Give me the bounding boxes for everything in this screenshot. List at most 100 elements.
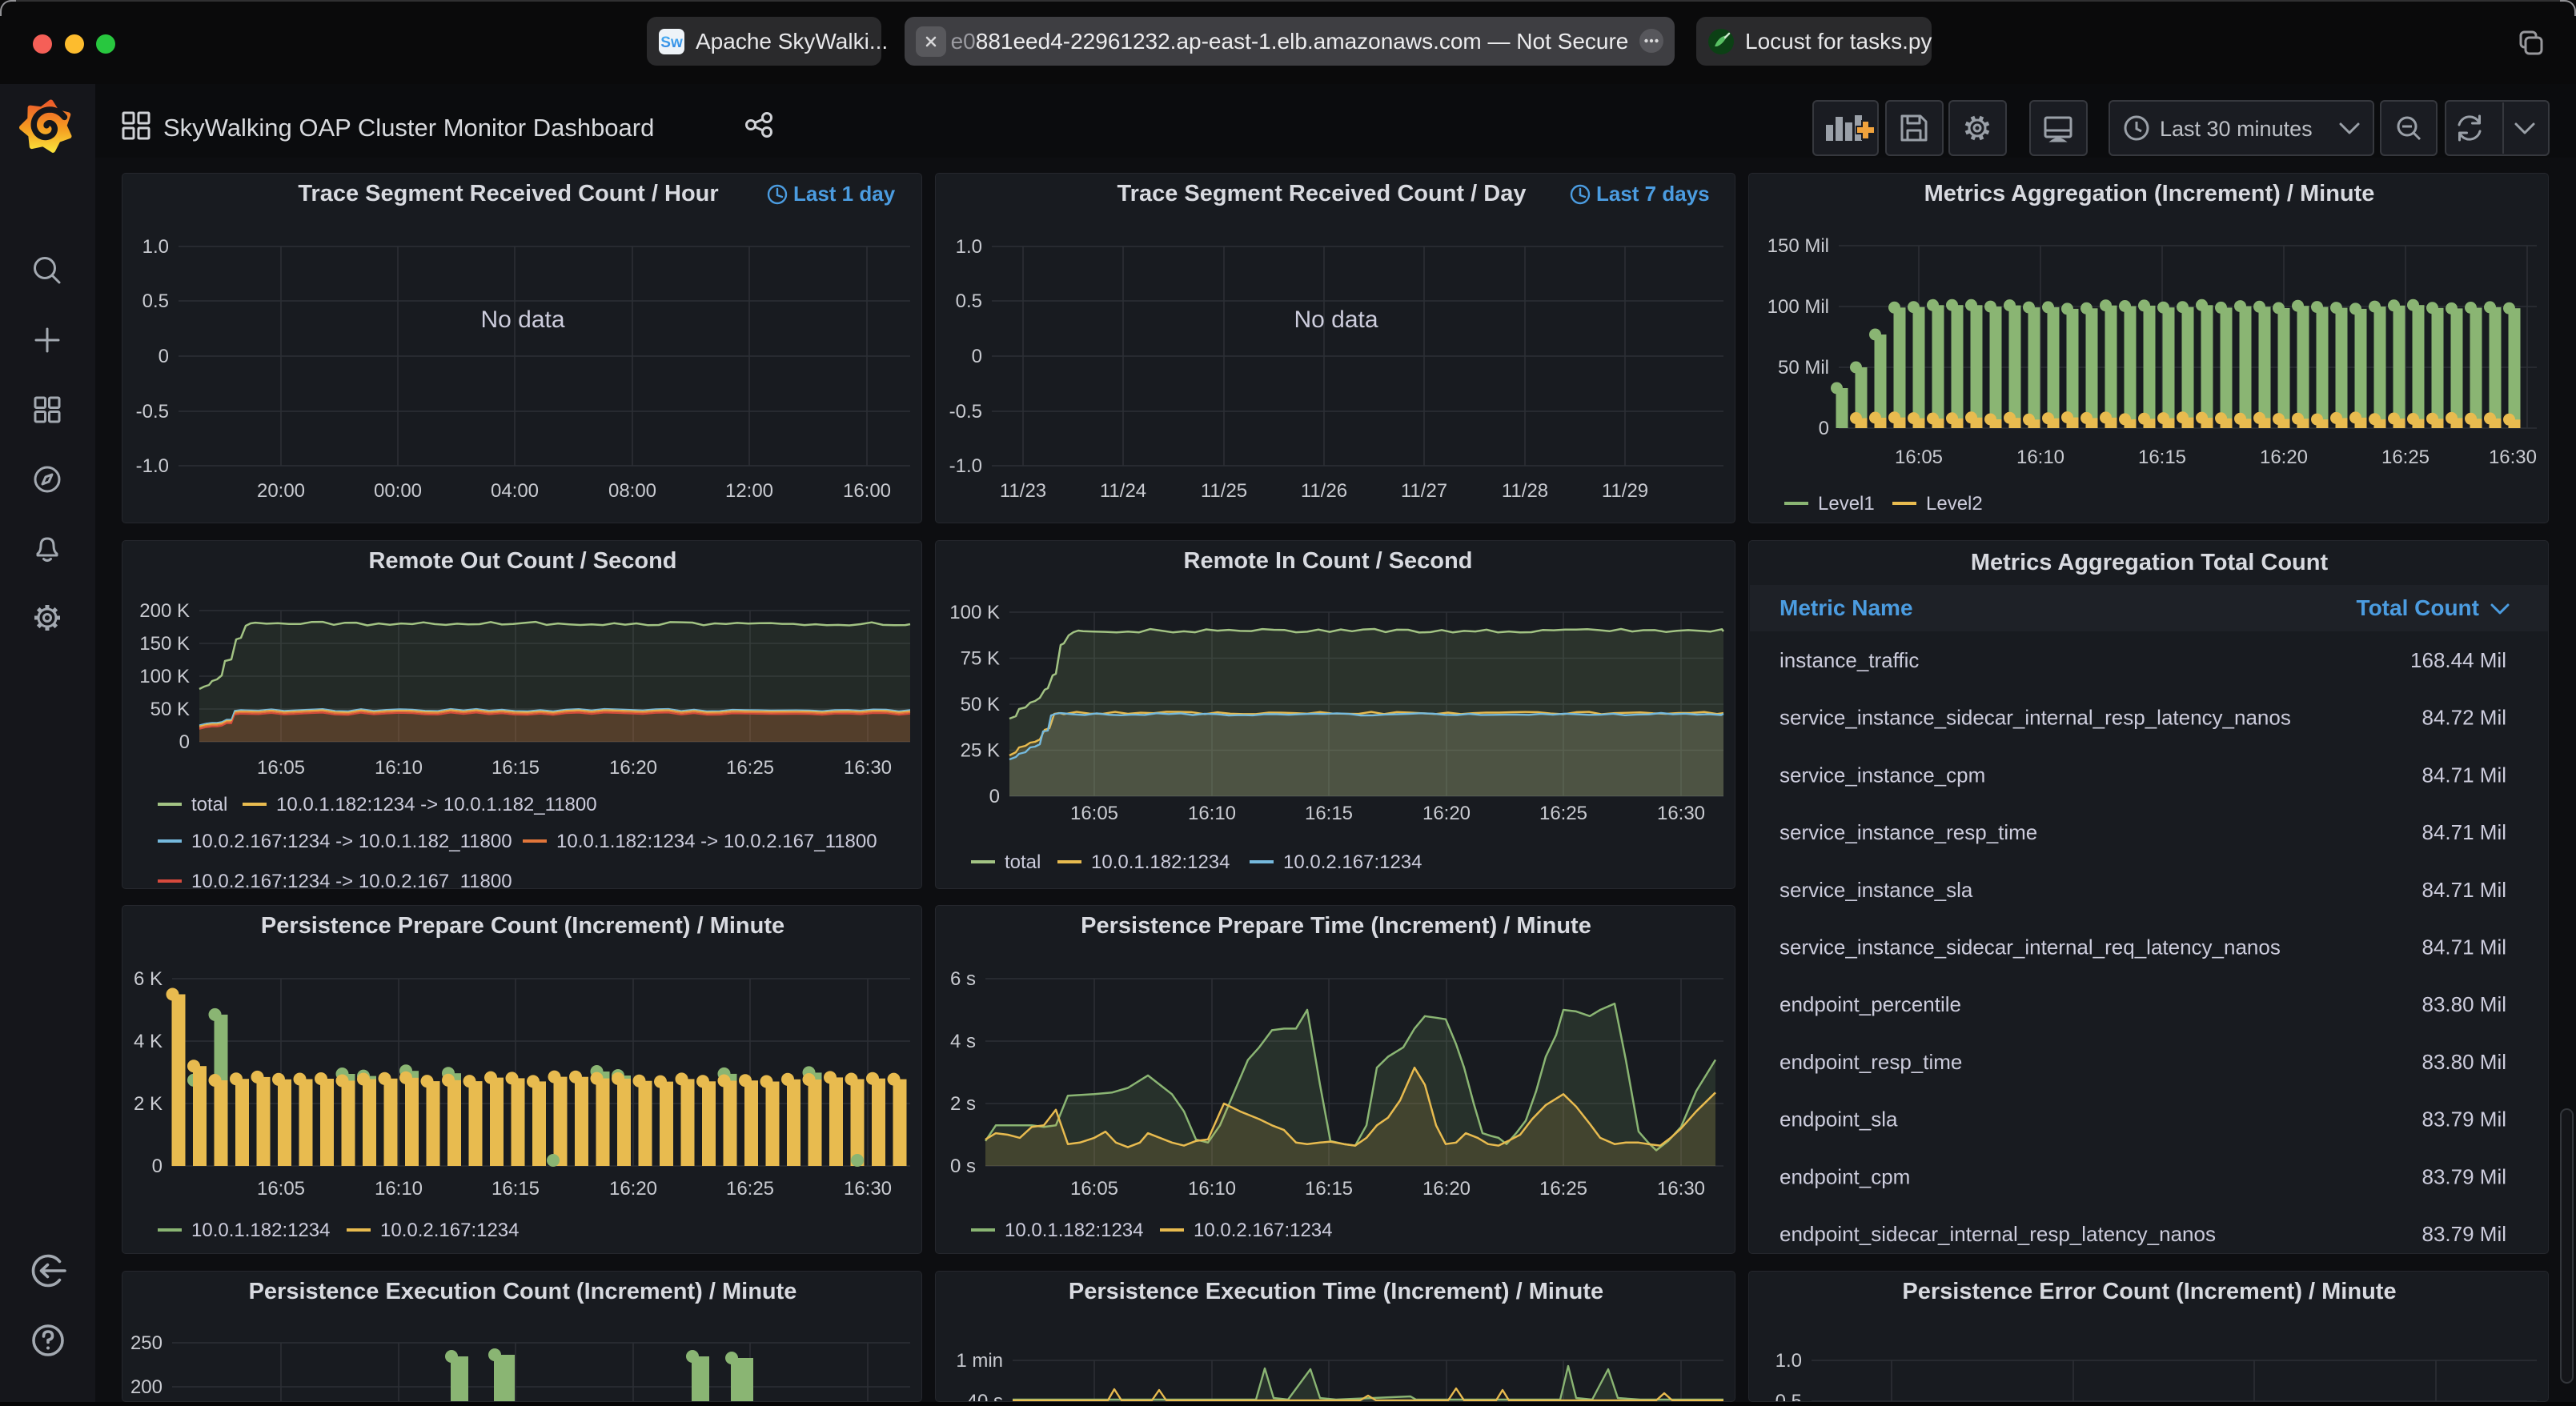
- svg-text:0.5: 0.5: [956, 290, 982, 312]
- svg-text:1.0: 1.0: [142, 236, 169, 258]
- svg-text:10.0.1.182:1234 -> 10.0.1.182_: 10.0.1.182:1234 -> 10.0.1.182_11800: [276, 794, 597, 815]
- svg-text:16:15: 16:15: [492, 1178, 540, 1200]
- svg-text:16:25: 16:25: [2381, 447, 2430, 468]
- svg-text:16:05: 16:05: [1070, 803, 1118, 824]
- svg-text:service_instance_sidecar_inter: service_instance_sidecar_internal_resp_l…: [1780, 706, 2291, 730]
- svg-text:50 K: 50 K: [150, 699, 190, 720]
- svg-text:10.0.1.182:1234 -> 10.0.2.167_: 10.0.1.182:1234 -> 10.0.2.167_11800: [556, 831, 877, 852]
- svg-text:08:00: 08:00: [608, 480, 656, 502]
- svg-text:168.44 Mil: 168.44 Mil: [2410, 648, 2506, 672]
- svg-text:16:05: 16:05: [257, 757, 305, 779]
- svg-text:84.71 Mil: 84.71 Mil: [2422, 820, 2507, 844]
- svg-text:10.0.2.167:1234: 10.0.2.167:1234: [380, 1220, 520, 1241]
- svg-text:12:00: 12:00: [725, 480, 773, 502]
- svg-text:50 Mil: 50 Mil: [1778, 357, 1829, 379]
- svg-text:Last 30 minutes: Last 30 minutes: [2160, 117, 2313, 141]
- svg-text:16:05: 16:05: [1070, 1178, 1118, 1200]
- svg-text:16:15: 16:15: [2138, 447, 2186, 468]
- svg-text:10.0.2.167:1234: 10.0.2.167:1234: [1283, 851, 1422, 873]
- svg-text:84.71 Mil: 84.71 Mil: [2422, 763, 2507, 787]
- svg-text:16:20: 16:20: [609, 1178, 657, 1200]
- svg-text:20:00: 20:00: [257, 480, 305, 502]
- svg-text:00:00: 00:00: [374, 480, 422, 502]
- svg-text:Remote Out Count / Second: Remote Out Count / Second: [368, 548, 676, 574]
- svg-text:Last 1 day: Last 1 day: [793, 182, 896, 206]
- svg-text:16:05: 16:05: [257, 1178, 305, 1200]
- svg-text:0: 0: [152, 1156, 163, 1177]
- svg-text:endpoint_sla: endpoint_sla: [1780, 1108, 1898, 1132]
- svg-text:Level1: Level1: [1818, 493, 1875, 515]
- svg-text:Persistence Execution Count (I: Persistence Execution Count (Increment) …: [249, 1279, 797, 1304]
- svg-text:service_instance_sidecar_inter: service_instance_sidecar_internal_req_la…: [1780, 935, 2281, 959]
- svg-text:10.0.1.182:1234: 10.0.1.182:1234: [1091, 851, 1230, 873]
- svg-text:Trace Segment Received Count /: Trace Segment Received Count / Day: [1117, 181, 1527, 206]
- svg-text:04:00: 04:00: [491, 480, 539, 502]
- svg-text:SkyWalking OAP Cluster Monitor: SkyWalking OAP Cluster Monitor Dashboard: [163, 114, 654, 142]
- svg-text:Last 7 days: Last 7 days: [1596, 182, 1710, 206]
- svg-text:service_instance_sla: service_instance_sla: [1780, 878, 1973, 902]
- svg-text:50 K: 50 K: [961, 694, 1000, 715]
- svg-text:Persistence Prepare Count (Inc: Persistence Prepare Count (Increment) / …: [261, 913, 784, 939]
- svg-text:Metric Name: Metric Name: [1780, 595, 1913, 620]
- svg-text:10.0.2.167:1234 -> 10.0.1.182_: 10.0.2.167:1234 -> 10.0.1.182_11800: [191, 831, 512, 852]
- svg-text:1.0: 1.0: [1776, 1350, 1802, 1372]
- svg-text:16:20: 16:20: [609, 757, 657, 779]
- svg-text:16:20: 16:20: [2260, 447, 2308, 468]
- svg-text:Persistence Error Count (Incre: Persistence Error Count (Increment) / Mi…: [1902, 1279, 2396, 1304]
- svg-text:-1.0: -1.0: [949, 455, 982, 477]
- svg-text:16:15: 16:15: [1305, 803, 1353, 824]
- svg-text:84.71 Mil: 84.71 Mil: [2422, 935, 2507, 959]
- svg-text:16:30: 16:30: [844, 1178, 892, 1200]
- svg-text:Sw: Sw: [660, 34, 683, 51]
- svg-text:endpoint_cpm: endpoint_cpm: [1780, 1164, 1910, 1188]
- svg-text:0.5: 0.5: [142, 290, 169, 312]
- svg-text:Level2: Level2: [1926, 493, 1983, 515]
- svg-text:Metrics Aggregation (Increment: Metrics Aggregation (Increment) / Minute: [1924, 181, 2375, 206]
- svg-text:16:30: 16:30: [1657, 1178, 1705, 1200]
- svg-text:11/28: 11/28: [1502, 480, 1548, 502]
- svg-text:11/23: 11/23: [1000, 480, 1046, 502]
- svg-text:total: total: [191, 794, 227, 815]
- svg-text:75 K: 75 K: [961, 648, 1000, 670]
- svg-text:0: 0: [179, 731, 190, 753]
- svg-text:Total Count: Total Count: [2357, 595, 2479, 620]
- svg-text:16:10: 16:10: [375, 757, 423, 779]
- svg-text:4 K: 4 K: [134, 1031, 163, 1052]
- svg-text:16:10: 16:10: [1188, 803, 1236, 824]
- svg-text:Metrics Aggregation Total Coun: Metrics Aggregation Total Count: [1971, 550, 2329, 575]
- svg-text:0: 0: [972, 346, 982, 367]
- svg-text:No data: No data: [480, 306, 564, 333]
- svg-text:25 K: 25 K: [961, 740, 1000, 762]
- svg-text:-0.5: -0.5: [136, 401, 169, 423]
- svg-text:instance_traffic: instance_traffic: [1780, 648, 1919, 672]
- svg-text:endpoint_sidecar_internal_resp: endpoint_sidecar_internal_resp_latency_n…: [1780, 1222, 2216, 1246]
- svg-text:Persistence Execution Time (In: Persistence Execution Time (Increment) /…: [1069, 1279, 1603, 1304]
- svg-text:100 Mil: 100 Mil: [1767, 296, 1829, 318]
- svg-text:16:25: 16:25: [726, 1178, 774, 1200]
- svg-text:83.80 Mil: 83.80 Mil: [2422, 992, 2507, 1016]
- svg-text:16:20: 16:20: [1422, 803, 1471, 824]
- svg-text:0: 0: [158, 346, 169, 367]
- svg-text:16:15: 16:15: [1305, 1178, 1353, 1200]
- svg-text:10.0.2.167:1234: 10.0.2.167:1234: [1194, 1220, 1333, 1241]
- svg-text:16:30: 16:30: [1657, 803, 1705, 824]
- svg-text:11/29: 11/29: [1602, 480, 1648, 502]
- svg-text:6 s: 6 s: [950, 968, 976, 990]
- svg-text:10.0.2.167:1234 -> 10.0.2.167_: 10.0.2.167:1234 -> 10.0.2.167_11800: [191, 871, 512, 889]
- svg-text:83.80 Mil: 83.80 Mil: [2422, 1050, 2507, 1074]
- svg-text:16:30: 16:30: [2489, 447, 2537, 468]
- svg-text:16:20: 16:20: [1422, 1178, 1471, 1200]
- svg-text:16:05: 16:05: [1895, 447, 1943, 468]
- svg-text:40 s: 40 s: [967, 1391, 1003, 1402]
- svg-text:0: 0: [989, 786, 1000, 807]
- svg-text:-0.5: -0.5: [949, 401, 982, 423]
- svg-text:0 s: 0 s: [950, 1156, 976, 1177]
- svg-text:16:15: 16:15: [492, 757, 540, 779]
- svg-text:250: 250: [130, 1332, 163, 1354]
- svg-text:endpoint_percentile: endpoint_percentile: [1780, 992, 1961, 1016]
- svg-text:83.79 Mil: 83.79 Mil: [2422, 1108, 2507, 1132]
- svg-text:83.79 Mil: 83.79 Mil: [2422, 1222, 2507, 1246]
- svg-text:endpoint_resp_time: endpoint_resp_time: [1780, 1050, 1962, 1074]
- svg-text:11/24: 11/24: [1100, 480, 1146, 502]
- svg-text:Trace Segment Received Count /: Trace Segment Received Count / Hour: [298, 181, 718, 206]
